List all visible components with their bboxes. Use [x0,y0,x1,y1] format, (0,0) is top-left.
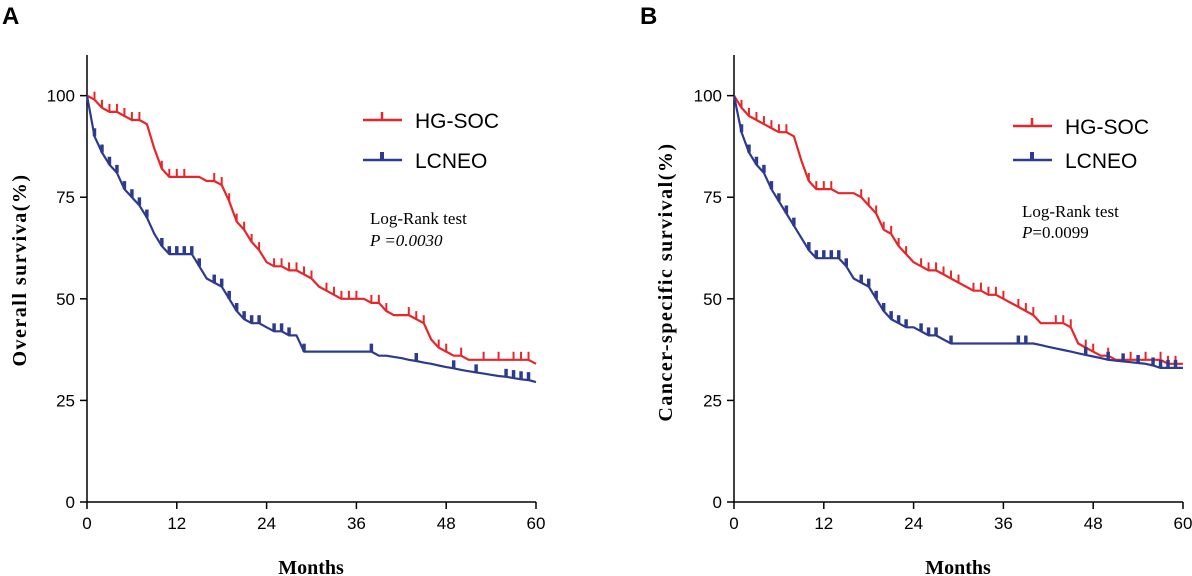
panel-b-y-label: Cancer-specific survival(%) [655,142,677,421]
x-tick-label: 36 [347,514,366,533]
p-value-text: P =0.0030 [369,231,443,250]
y-tick-label: 0 [66,493,75,512]
y-tick-label: 100 [47,87,75,106]
panel-b: B Cancer-specific survival(%) Months 0 12… [640,3,1192,576]
series-line-lcneo [85,95,537,384]
x-tick-label: 24 [257,514,276,533]
p-value-text: P=0.0099 [1021,223,1089,242]
panel-a-y-ticks: 0 25 50 75 100 [47,87,87,512]
y-tick-label: 0 [713,493,722,512]
y-tick-label: 75 [56,188,75,207]
panel-b-label: B [640,3,657,30]
legend-label-lcneo: LCNEO [415,150,487,173]
y-tick-label: 25 [56,391,75,410]
p-label: P [1021,223,1032,242]
panel-b-x-label: Months [925,557,991,576]
series-line-lcneo [732,95,1183,369]
series-line-hg-soc [86,94,537,365]
panel-b-series [732,95,1183,369]
x-tick-label: 0 [729,514,738,533]
x-tick-label: 12 [167,514,186,533]
x-tick-label: 0 [82,514,91,533]
x-tick-label: 60 [527,514,546,533]
p-label: P [369,231,380,250]
x-tick-label: 36 [994,514,1013,533]
y-tick-label: 25 [703,391,722,410]
panel-a-legend: HG-SOC LCNEO [363,110,499,173]
x-tick-label: 48 [1084,514,1103,533]
legend-label-hg-soc: HG-SOC [415,110,499,133]
legend-label-hg-soc: HG-SOC [1065,116,1149,139]
panel-a-x-label: Months [278,557,344,576]
panel-b-legend: HG-SOC LCNEO [1013,116,1149,173]
y-tick-label: 75 [703,188,722,207]
x-tick-label: 48 [437,514,456,533]
x-tick-label: 12 [814,514,833,533]
p-value: =0.0030 [380,231,443,250]
log-rank-label: Log-Rank test [1022,202,1119,221]
y-tick-label: 50 [56,290,75,309]
panel-b-x-ticks: 0 12 24 36 48 60 [729,502,1192,533]
panel-a-x-ticks: 0 12 24 36 48 60 [82,502,545,533]
x-tick-label: 60 [1174,514,1192,533]
panel-a-annotation: Log-Rank test P =0.0030 [369,209,467,250]
legend-label-lcneo: LCNEO [1065,150,1137,173]
y-tick-label: 50 [703,290,722,309]
panel-a: A Overall surviva(%) Months 0 12 24 36 48 60 … [2,3,545,576]
panel-a-label: A [2,3,19,30]
panel-a-y-label: Overall surviva(%) [9,173,31,366]
log-rank-label: Log-Rank test [370,209,467,228]
y-tick-label: 100 [694,87,722,106]
panel-b-y-ticks: 0 25 50 75 100 [694,87,734,512]
panel-b-annotation: Log-Rank test P=0.0099 [1021,202,1119,242]
p-value: =0.0099 [1032,223,1088,242]
panel-a-series [85,91,537,384]
x-tick-label: 24 [904,514,923,533]
